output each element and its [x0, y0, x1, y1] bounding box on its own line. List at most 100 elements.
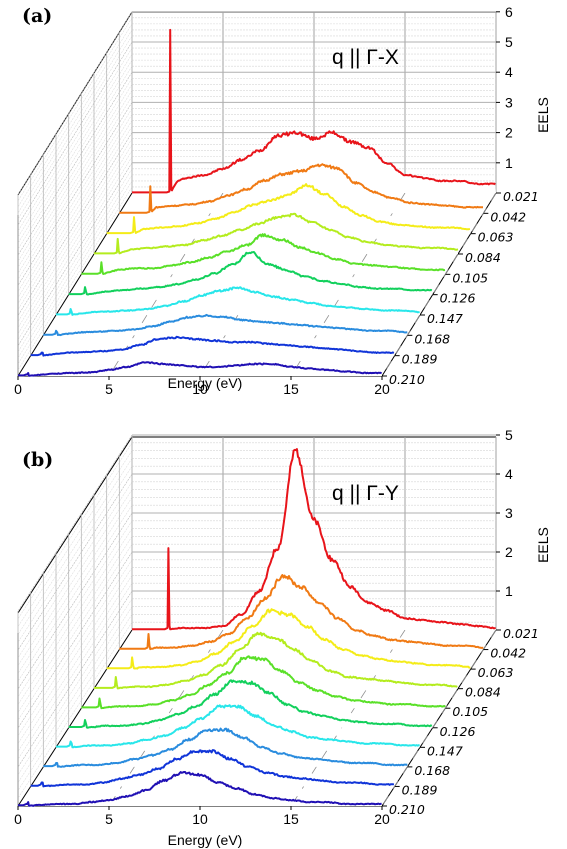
q-tick-label: 0.105	[452, 704, 488, 719]
series-line	[132, 448, 496, 631]
q-tick-label: 0.168	[414, 763, 450, 778]
series-line	[119, 574, 484, 651]
x-tick-label: 10	[192, 381, 208, 397]
series-line	[56, 704, 421, 749]
q-tick-label: 0.168	[414, 331, 450, 346]
x-tick-label: 15	[283, 381, 299, 397]
y-tick-label: 2	[505, 544, 513, 560]
series-mask	[68, 680, 433, 728]
q-tick-label: 0.126	[440, 291, 476, 306]
side-grid-line	[17, 458, 133, 635]
q-tick-label: 0.063	[478, 665, 514, 680]
side-grid-line	[17, 520, 133, 697]
panel-a-label: (a)	[22, 5, 52, 27]
q-tick-label: 0.189	[402, 782, 438, 797]
y-tick-label: 6	[505, 4, 513, 20]
series-mask	[106, 609, 471, 670]
series-line	[94, 631, 458, 690]
series-mask	[56, 287, 420, 315]
depth-left-edge	[17, 192, 133, 377]
x-tick-label: 20	[374, 381, 390, 397]
side-grid-line	[17, 583, 133, 760]
series-mask	[94, 632, 458, 689]
series-mask	[68, 252, 433, 295]
x-tick-label: 10	[192, 811, 208, 827]
y-tick-label: 5	[505, 427, 513, 443]
panel-a-y-axis-title: EELS	[535, 97, 551, 133]
series-mask	[30, 336, 395, 356]
q-tick-label: 0.042	[490, 209, 526, 224]
series-line	[43, 313, 408, 337]
series-mask	[18, 362, 382, 376]
series-line	[68, 679, 433, 729]
panel-b: 0 5 10 15 20 1 2 3 4 5 0.021 0.042 0.063 0.084 0.105…	[14, 427, 551, 848]
q-tick-label: 0.021	[503, 189, 539, 204]
series-line	[132, 28, 496, 194]
panel-a-x-ticks: 0 5 10 15 20	[14, 376, 390, 397]
side-grid-line	[17, 606, 133, 783]
panel-b-label: (b)	[22, 449, 53, 471]
side-grid-line	[17, 473, 133, 651]
q-tick-label: 0.084	[465, 250, 501, 265]
depth-left-edge	[17, 629, 133, 807]
series-line	[106, 608, 471, 670]
q-tick-label: 0.147	[427, 743, 463, 758]
series-mask	[18, 772, 382, 806]
y-tick-label: 4	[505, 64, 513, 80]
q-tick-label: 0.021	[503, 626, 539, 641]
y-tick-label: 1	[505, 583, 513, 599]
panel-a-y-ticks: 1 2 3 4 5 6	[496, 4, 513, 171]
q-axis-line	[381, 192, 497, 377]
side-grid-line	[17, 481, 133, 658]
panel-b-annotation: q || Γ-Y	[332, 482, 399, 505]
x-tick-label: 5	[105, 381, 113, 397]
series-line	[18, 771, 382, 807]
series-line	[30, 335, 395, 357]
series-line	[94, 212, 459, 255]
side-grid-line	[17, 466, 133, 643]
side-grid-line	[17, 528, 133, 705]
q-tick-label: 0.042	[490, 646, 526, 661]
series-mask	[43, 728, 408, 767]
q-tick-label: 0.063	[478, 230, 514, 245]
panel-a-series	[18, 28, 496, 377]
x-tick-label: 20	[374, 811, 390, 827]
series-line	[106, 183, 471, 235]
q-tick-label: 0.210	[389, 372, 425, 387]
panel-b-q-ticks: 0.021 0.042 0.063 0.084 0.105 0.126 0.147 0.168…	[382, 626, 539, 817]
panel-b-x-axis-title: Energy (eV)	[168, 832, 243, 848]
side-grid-line	[17, 590, 133, 768]
x-tick-label: 0	[14, 811, 22, 827]
series-line	[56, 286, 420, 316]
panel-a-q-ticks: 0.021 0.042 0.063 0.084 0.105 0.126 0.147 0.168…	[382, 189, 539, 387]
series-line	[18, 361, 382, 377]
panel-a: 0 5 10 15 20 1 2 3 4 5 6 0.021 0.042 0.063 0.084 0.10…	[14, 4, 551, 397]
side-grid-line	[17, 434, 133, 612]
series-mask	[30, 750, 395, 787]
y-tick-label: 1	[505, 155, 513, 171]
side-grid-line	[17, 567, 133, 744]
side-grid-line	[17, 551, 133, 729]
panel-a-annotation: q || Γ-X	[332, 46, 399, 69]
series-mask	[94, 213, 458, 254]
series-mask	[132, 449, 496, 630]
side-grid-line	[17, 614, 133, 791]
panel-b-x-ticks: 0 5 10 15 20	[14, 806, 390, 827]
side-grid-line	[17, 544, 133, 721]
y-tick-label: 3	[505, 505, 513, 521]
y-tick-label: 5	[505, 34, 513, 50]
q-tick-label: 0.126	[440, 724, 476, 739]
panel-b-y-axis-title: EELS	[535, 527, 551, 563]
x-tick-label: 15	[283, 811, 299, 827]
q-tick-label: 0.210	[389, 802, 425, 817]
side-grid-line	[17, 575, 133, 752]
series-mask	[132, 29, 496, 194]
series-mask	[56, 705, 420, 748]
side-top-edge	[17, 436, 133, 614]
panel-a-x-axis-title: Energy (eV)	[168, 375, 243, 391]
series-line	[43, 727, 408, 768]
x-tick-label: 5	[105, 811, 113, 827]
series-line	[81, 233, 446, 275]
side-grid-line	[17, 489, 133, 666]
